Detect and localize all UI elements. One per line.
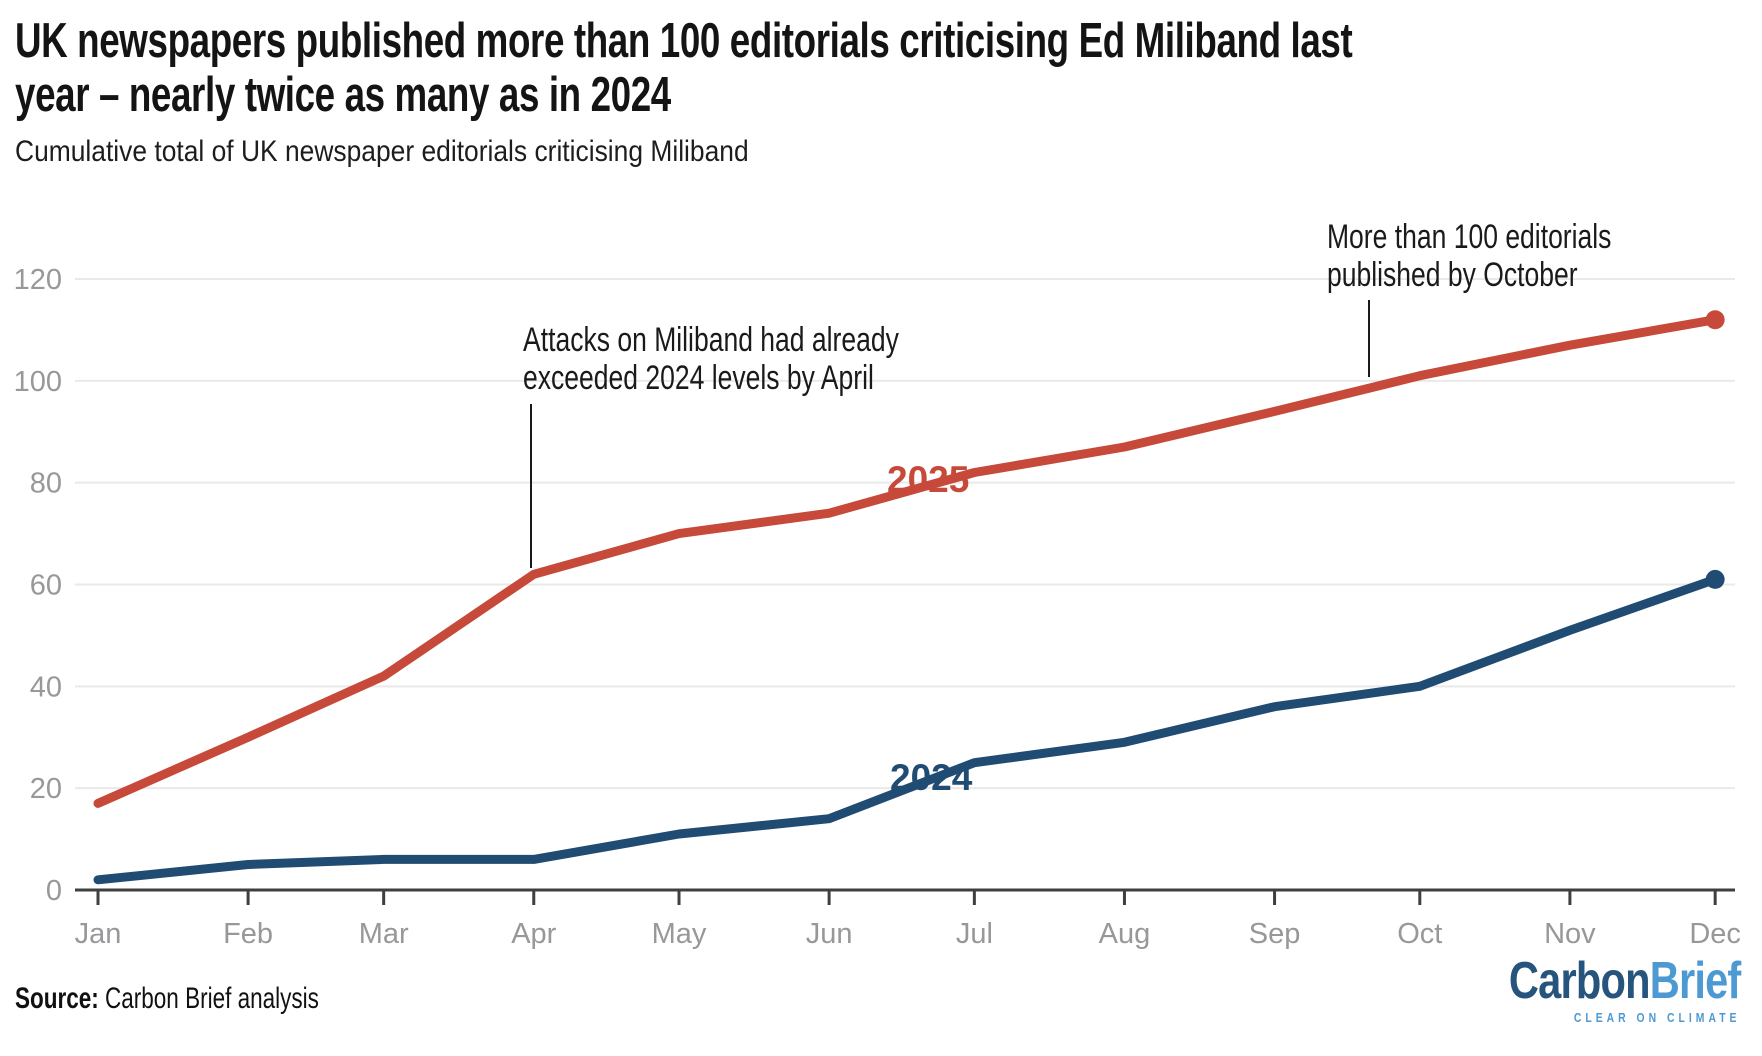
x-axis-label-Sep: Sep (1249, 918, 1301, 950)
series-line-2024 (93, 574, 1720, 885)
x-axis-label-Dec: Dec (1689, 918, 1741, 950)
series-endpoint-2025 (1705, 310, 1725, 330)
logo-word-carbon: Carbon (1508, 952, 1650, 1010)
source-note: Source: Carbon Brief analysis (15, 982, 319, 1015)
y-axis-label-20: 20 (30, 773, 62, 805)
y-axis-label-0: 0 (46, 875, 62, 907)
annotation-text-1: Attacks on Miliband had already exceeded … (523, 321, 900, 397)
logo-word-brief: Brief (1649, 952, 1741, 1010)
source-text: Carbon Brief analysis (98, 982, 319, 1015)
chart-subtitle: Cumulative total of UK newspaper editori… (15, 135, 749, 168)
page-title-line1: UK newspapers published more than 100 ed… (15, 14, 1353, 68)
x-axis-label-Jul: Jul (956, 918, 993, 950)
carbon-brief-logo: CarbonBrief CLEAR ON CLIMATE (1508, 955, 1740, 1025)
page-title: UK newspapers published more than 100 ed… (15, 14, 1740, 122)
x-axis-label-Feb: Feb (223, 918, 273, 950)
annotation-text-2: More than 100 editorials published by Oct… (1327, 218, 1611, 294)
x-axis-label-Apr: Apr (511, 918, 556, 950)
series-label-2025: 2025 (887, 459, 969, 500)
logo-wordmark: CarbonBrief (1508, 955, 1740, 1007)
x-axis-label-Mar: Mar (359, 918, 409, 950)
series-endpoint-2024 (1705, 569, 1725, 589)
page-title-line2: year – nearly twice as many as in 2024 (15, 68, 671, 122)
x-axis-label-May: May (652, 918, 707, 950)
y-axis-label-100: 100 (14, 366, 62, 398)
x-axis-label-Jun: Jun (806, 918, 853, 950)
y-axis-label-60: 60 (30, 569, 62, 601)
y-axis-label-120: 120 (14, 264, 62, 296)
x-axis-label-Oct: Oct (1397, 918, 1442, 950)
x-axis-label-Aug: Aug (1099, 918, 1151, 950)
x-axis-label-Nov: Nov (1544, 918, 1596, 950)
series-label-2024: 2024 (890, 757, 973, 798)
y-axis-label-40: 40 (30, 671, 62, 703)
y-axis-label-80: 80 (30, 468, 62, 500)
source-label: Source: (15, 982, 99, 1015)
x-axis-label-Jan: Jan (75, 918, 122, 950)
series-line-2025 (93, 315, 1720, 808)
logo-tagline: CLEAR ON CLIMATE (1573, 1010, 1740, 1025)
